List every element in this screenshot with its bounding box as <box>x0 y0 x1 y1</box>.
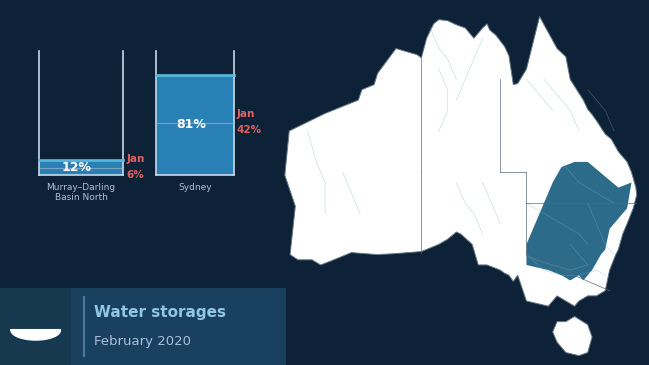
Text: Jan: Jan <box>237 110 255 119</box>
Polygon shape <box>553 316 592 356</box>
Bar <box>39 160 123 175</box>
Bar <box>0 288 286 365</box>
Bar <box>0 288 71 365</box>
Text: Water storages: Water storages <box>94 304 226 320</box>
Polygon shape <box>11 330 60 340</box>
Bar <box>156 75 234 175</box>
Text: 12%: 12% <box>62 161 92 174</box>
Text: February 2020: February 2020 <box>94 335 191 348</box>
Text: 42%: 42% <box>237 125 262 135</box>
Text: 6%: 6% <box>127 170 144 180</box>
Polygon shape <box>526 162 631 280</box>
Text: Murray–Darling
Basin North: Murray–Darling Basin North <box>47 182 116 202</box>
Polygon shape <box>285 16 637 306</box>
Text: Jan: Jan <box>127 154 145 164</box>
Text: 81%: 81% <box>176 118 206 131</box>
Text: Sydney: Sydney <box>178 182 212 192</box>
